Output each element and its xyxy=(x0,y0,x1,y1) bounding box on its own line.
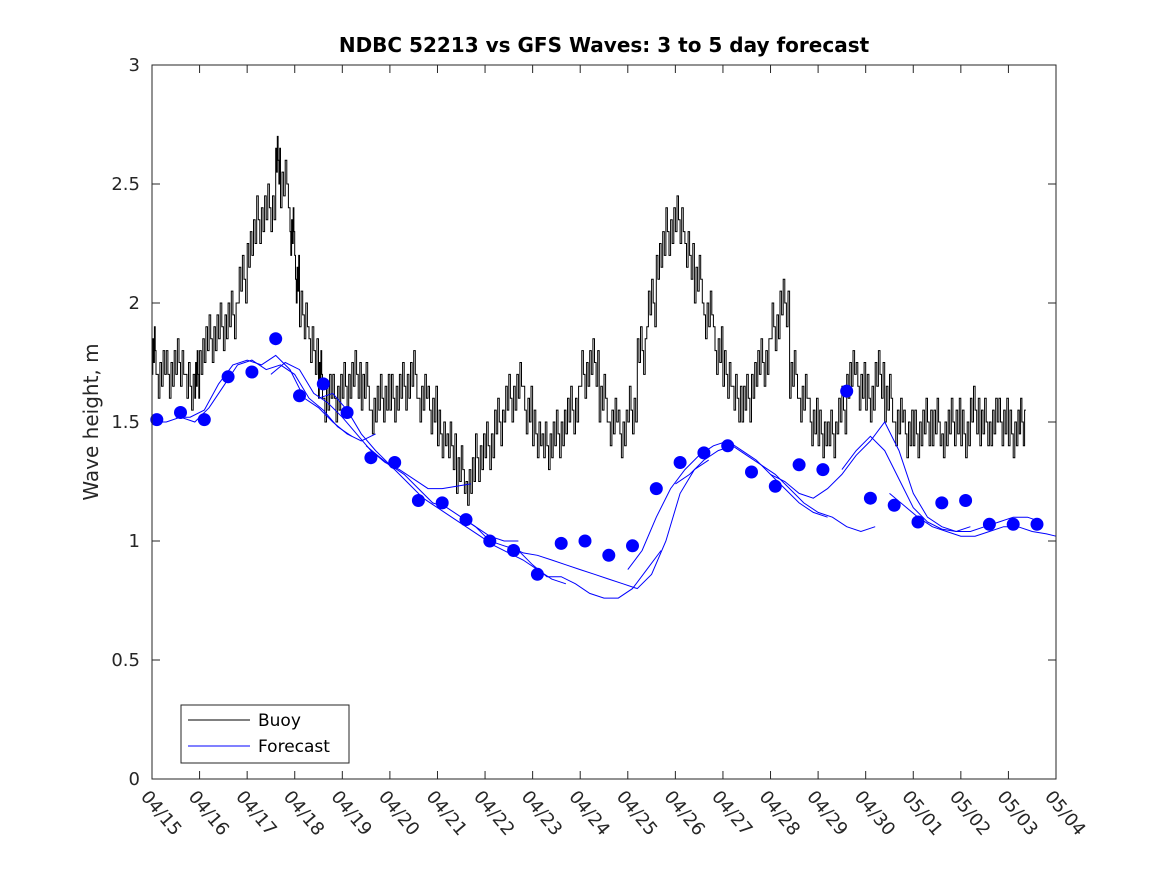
buoy-series-line xyxy=(152,135,1026,506)
forecast-point xyxy=(745,465,758,479)
forecast-point xyxy=(554,536,568,550)
x-tick-label: 04/15 xyxy=(136,787,185,840)
x-tick-label: 04/16 xyxy=(184,787,233,840)
forecast-point xyxy=(649,482,663,496)
x-tick-label: 04/17 xyxy=(231,787,280,840)
chart-title: NDBC 52213 vs GFS Waves: 3 to 5 day fore… xyxy=(339,33,870,57)
forecast-run-line xyxy=(508,459,709,590)
forecast-point xyxy=(150,413,164,427)
x-tick-label: 04/27 xyxy=(707,787,756,840)
forecast-point xyxy=(887,498,901,512)
forecast-point xyxy=(721,439,735,453)
x-tick-label: 05/02 xyxy=(945,787,994,840)
forecast-point xyxy=(459,513,473,527)
forecast-point xyxy=(364,451,378,465)
forecast-run-line xyxy=(175,354,376,442)
forecast-run-line xyxy=(270,361,471,490)
legend-label-buoy: Buoy xyxy=(258,711,301,731)
forecast-run-line xyxy=(318,392,519,542)
forecast-run-line xyxy=(770,421,971,533)
y-tick-label: 3 xyxy=(129,55,140,76)
forecast-point xyxy=(911,515,925,529)
x-tick-label: 04/28 xyxy=(755,787,804,840)
x-tick-label: 04/20 xyxy=(374,787,423,840)
x-tick-label: 05/01 xyxy=(897,787,946,840)
x-tick-label: 04/30 xyxy=(850,787,899,840)
forecast-point xyxy=(530,567,544,581)
forecast-point xyxy=(840,384,854,398)
forecast-point xyxy=(197,413,211,427)
x-tick-label: 04/25 xyxy=(612,787,661,840)
forecast-point xyxy=(293,389,306,403)
forecast-run-line xyxy=(841,435,1042,532)
forecast-point xyxy=(388,456,402,469)
legend-box xyxy=(180,704,350,764)
series-layer xyxy=(150,135,1057,599)
legend: Buoy Forecast xyxy=(180,704,350,764)
forecast-point xyxy=(316,377,330,391)
forecast-point xyxy=(269,332,283,346)
forecast-run-line xyxy=(365,445,567,585)
forecast-point xyxy=(982,517,996,531)
x-tick-label: 04/26 xyxy=(660,787,709,840)
y-tick-label: 0.5 xyxy=(111,650,140,671)
forecast-point xyxy=(816,463,830,477)
forecast-point xyxy=(245,365,259,379)
x-tick-label: 04/18 xyxy=(279,787,328,840)
x-tick-label: 04/29 xyxy=(802,787,851,840)
forecast-point xyxy=(340,406,354,419)
forecast-point xyxy=(1030,517,1044,531)
forecast-point xyxy=(578,534,592,548)
forecast-point xyxy=(174,406,187,419)
forecast-run-line xyxy=(152,359,353,437)
x-tick-label: 04/23 xyxy=(517,787,566,840)
forecast-point xyxy=(483,534,497,548)
forecast-point xyxy=(507,544,521,557)
forecast-point xyxy=(792,458,806,472)
forecast-point xyxy=(1006,517,1020,531)
legend-label-forecast: Forecast xyxy=(258,737,330,757)
forecast-point xyxy=(673,456,687,469)
forecast-point xyxy=(768,479,782,493)
forecast-point xyxy=(959,494,973,507)
y-axis-label: Wave height, m xyxy=(79,343,103,500)
y-tick-label: 1 xyxy=(129,531,140,552)
x-tick-label: 05/03 xyxy=(993,787,1042,840)
x-tick-label: 04/19 xyxy=(326,787,375,840)
y-tick-label: 0 xyxy=(129,769,140,790)
forecast-point xyxy=(435,496,449,510)
forecast-point xyxy=(697,446,711,460)
forecast-point xyxy=(626,539,639,553)
y-tick-label: 1.5 xyxy=(111,412,140,433)
x-tick-label: 04/22 xyxy=(469,787,518,840)
y-tick-label: 2.5 xyxy=(111,174,140,195)
x-tick-label: 05/04 xyxy=(1040,787,1089,840)
forecast-point xyxy=(411,494,425,507)
forecast-point xyxy=(221,370,235,384)
forecast-point xyxy=(863,491,877,505)
plot-frame xyxy=(151,64,1057,780)
forecast-point xyxy=(602,548,616,562)
x-tick-label: 04/21 xyxy=(422,787,471,840)
y-tick-label: 2 xyxy=(129,293,140,314)
forecast-point xyxy=(935,496,949,510)
x-tick-label: 04/24 xyxy=(564,787,613,840)
